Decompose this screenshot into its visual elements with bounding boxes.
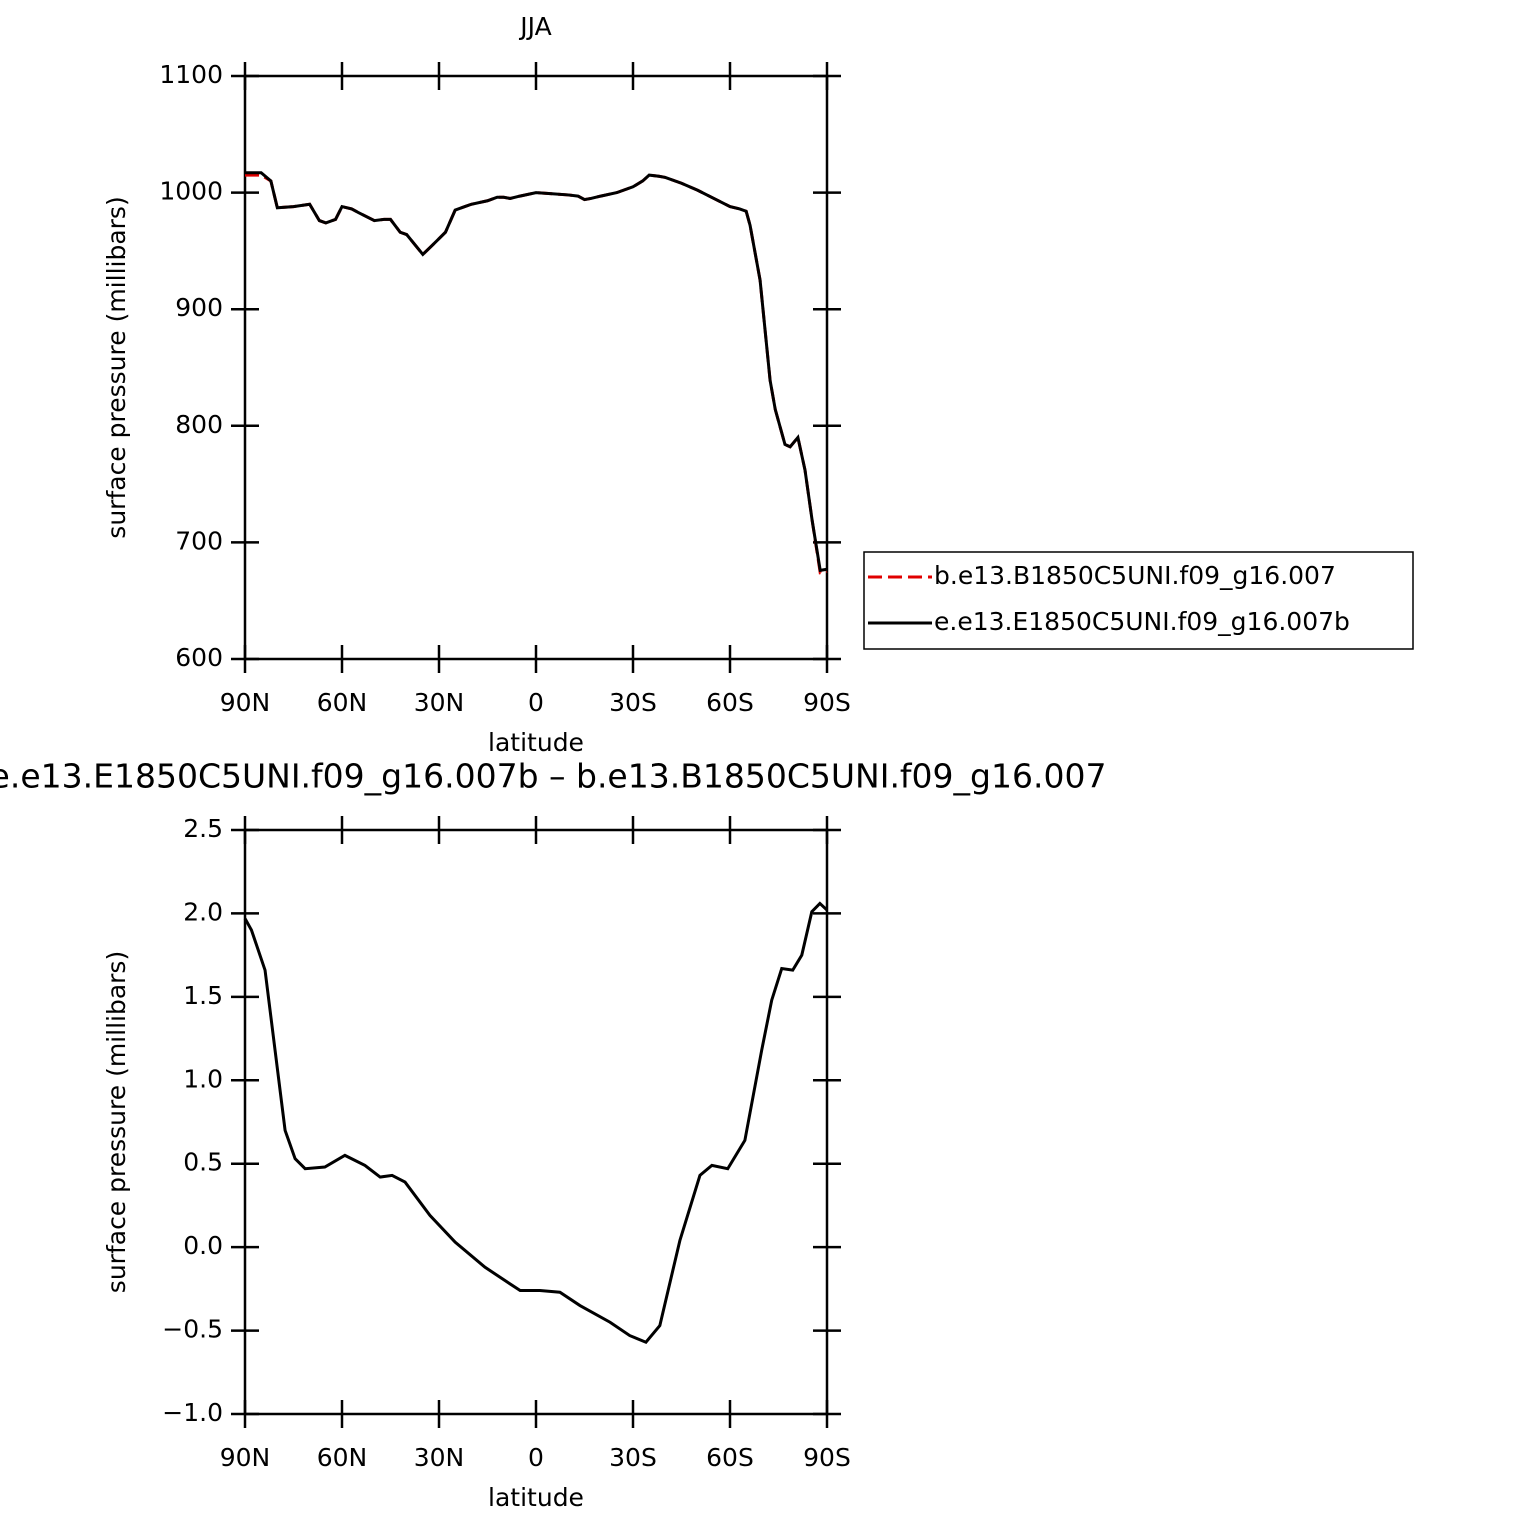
y-tick-label: 1000 xyxy=(159,177,223,206)
plot-frame xyxy=(243,828,829,1416)
x-tick-label: 60N xyxy=(317,688,368,717)
x-tick-label: 60S xyxy=(706,688,754,717)
y-tick-label: −0.5 xyxy=(162,1315,223,1344)
x-tick-label: 60N xyxy=(317,1443,368,1472)
x-tick-label: 0 xyxy=(528,1443,544,1472)
y-tick-label: 0.5 xyxy=(183,1148,223,1177)
x-tick-label: 0 xyxy=(528,688,544,717)
x-tick-label: 30S xyxy=(609,1443,657,1472)
x-tick-label: 30N xyxy=(414,1443,465,1472)
data-line xyxy=(245,173,828,575)
y-tick-label: 1.5 xyxy=(183,981,223,1010)
x-tick-label: 30S xyxy=(609,688,657,717)
y-tick-label: 2.5 xyxy=(183,814,223,843)
y-axis-label: surface pressure (millibars) xyxy=(102,951,131,1293)
y-tick-label: 600 xyxy=(175,643,223,672)
y-tick-label: 0.0 xyxy=(183,1231,223,1260)
y-tick-label: 1.0 xyxy=(183,1064,223,1093)
y-tick-label: 2.0 xyxy=(183,897,223,926)
y-tick-label: 700 xyxy=(175,526,223,555)
y-tick-label: 900 xyxy=(175,293,223,322)
x-tick-label: 30N xyxy=(414,688,465,717)
y-tick-label: 1100 xyxy=(159,60,223,89)
x-tick-label: 90N xyxy=(220,688,271,717)
data-line xyxy=(243,901,829,1345)
x-axis-label: latitude xyxy=(488,1483,584,1512)
x-tick-label: 90S xyxy=(803,1443,851,1472)
y-tick-label: −1.0 xyxy=(162,1398,223,1427)
chart-title: JJA xyxy=(518,12,551,41)
x-tick-label: 90N xyxy=(220,1443,271,1472)
plot-frame xyxy=(243,74,829,661)
y-axis-label: surface pressure (millibars) xyxy=(102,196,131,538)
x-tick-label: 90S xyxy=(803,688,851,717)
data-line xyxy=(245,171,828,573)
chart-title: e.e13.E1850C5UNI.f09_g16.007b – b.e13.B1… xyxy=(0,757,1106,796)
x-axis-label: latitude xyxy=(488,728,584,757)
y-tick-label: 800 xyxy=(175,410,223,439)
x-tick-label: 60S xyxy=(706,1443,754,1472)
legend-label: e.e13.E1850C5UNI.f09_g16.007b xyxy=(934,607,1350,636)
legend-box xyxy=(863,551,1414,650)
legend-label: b.e13.B1850C5UNI.f09_g16.007 xyxy=(934,561,1336,590)
